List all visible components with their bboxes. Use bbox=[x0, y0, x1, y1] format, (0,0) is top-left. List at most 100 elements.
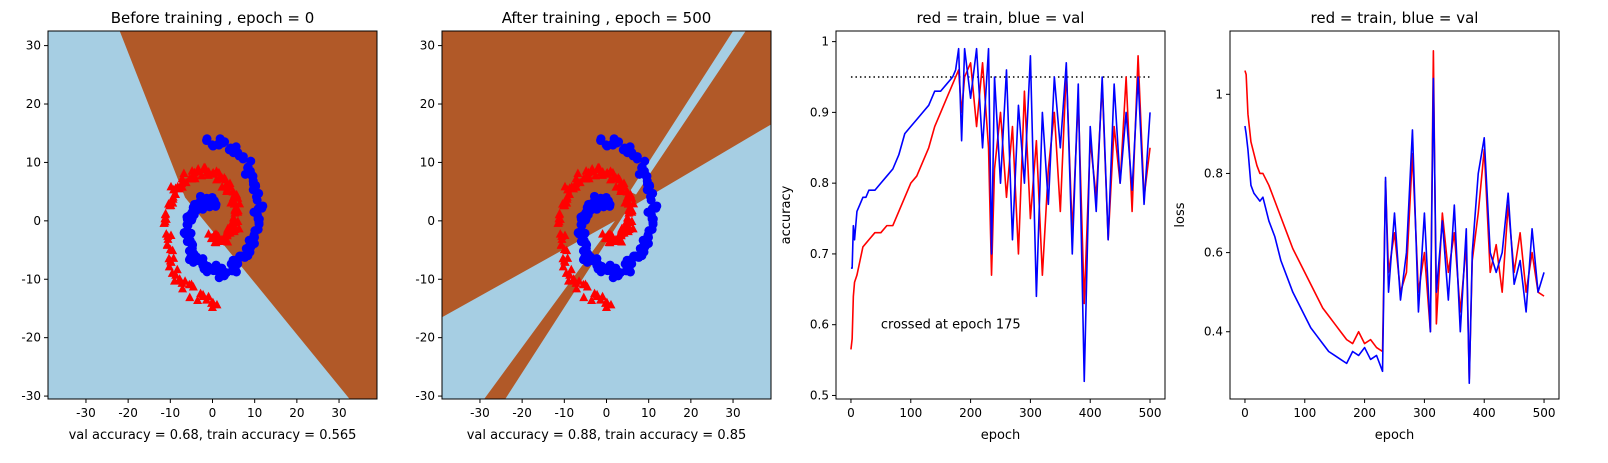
data-point-train bbox=[555, 208, 565, 218]
y-tick-label: -20 bbox=[415, 331, 435, 345]
chart-title: red = train, blue = val bbox=[917, 9, 1085, 27]
x-axis-label: val accuracy = 0.88, train accuracy = 0.… bbox=[467, 428, 747, 443]
data-point-train bbox=[177, 173, 187, 183]
data-point-train bbox=[165, 256, 175, 265]
data-point-train bbox=[166, 181, 176, 191]
x-axis-label: val accuracy = 0.68, train accuracy = 0.… bbox=[69, 428, 357, 443]
data-point-val bbox=[579, 229, 589, 239]
data-point-train bbox=[221, 180, 231, 189]
chart-1: -30 -20 -10 0 10 20 30 -30 -20 -10 0 10 20 30 Before t… bbox=[21, 9, 378, 443]
y-tick-label: -20 bbox=[21, 331, 41, 345]
y-tick-label: 20 bbox=[420, 97, 435, 111]
y-tick-label: 20 bbox=[26, 97, 41, 111]
data-point-train bbox=[565, 270, 575, 279]
data-point-train bbox=[185, 173, 195, 182]
data-point-train bbox=[231, 205, 241, 214]
x-tick-label: 10 bbox=[641, 406, 656, 420]
data-point-train bbox=[608, 174, 618, 183]
data-point-train bbox=[574, 276, 584, 285]
x-tick-label: -30 bbox=[76, 406, 96, 420]
data-point-train bbox=[601, 302, 611, 312]
data-point-val bbox=[582, 240, 592, 250]
y-tick-label: 0.8 bbox=[810, 176, 829, 190]
x-tick-label: 300 bbox=[1019, 406, 1042, 420]
chart-title: red = train, blue = val bbox=[1311, 9, 1479, 27]
data-point-val bbox=[182, 220, 192, 230]
x-tick-label: 100 bbox=[899, 406, 922, 420]
series-line-val bbox=[850, 47, 1151, 383]
decision-region-blue bbox=[442, 220, 615, 399]
y-tick-label: 0 bbox=[33, 214, 41, 228]
y-tick-label: 0.4 bbox=[1204, 325, 1223, 339]
data-point-val bbox=[233, 259, 243, 269]
chart-title: Before training , epoch = 0 bbox=[111, 9, 315, 27]
chart-title: After training , epoch = 500 bbox=[502, 9, 712, 27]
chart-3: crossed at epoch 175 0 100 200 300 400 500 0.5 0… bbox=[779, 9, 1166, 443]
data-point-train bbox=[562, 194, 572, 203]
axes-frame bbox=[835, 30, 1166, 400]
data-point-train bbox=[625, 205, 635, 214]
y-tick-label: 1 bbox=[821, 35, 829, 49]
data-point-val bbox=[652, 201, 662, 211]
data-point-train bbox=[557, 234, 567, 243]
y-tick-label: 1 bbox=[1215, 87, 1223, 101]
data-point-train bbox=[234, 223, 244, 233]
x-tick-label: 30 bbox=[331, 406, 346, 420]
x-axis-label: epoch bbox=[981, 428, 1021, 443]
data-point-val bbox=[640, 156, 650, 166]
data-point-train bbox=[628, 223, 638, 233]
data-point-train bbox=[572, 283, 582, 293]
plot-area bbox=[836, 31, 1165, 399]
y-tick-label: -10 bbox=[21, 272, 41, 286]
data-point-train bbox=[171, 270, 181, 279]
y-tick-label: 30 bbox=[420, 39, 435, 53]
x-tick-label: -10 bbox=[161, 406, 181, 420]
x-tick-label: 30 bbox=[725, 406, 740, 420]
x-tick-label: 200 bbox=[959, 406, 982, 420]
x-tick-label: 20 bbox=[289, 406, 304, 420]
data-point-train bbox=[620, 198, 630, 207]
data-point-val bbox=[618, 145, 628, 155]
data-point-train bbox=[185, 292, 195, 302]
y-tick-label: 10 bbox=[420, 155, 435, 169]
data-point-train bbox=[622, 192, 632, 202]
data-point-val bbox=[629, 251, 639, 261]
y-tick-label: 0.7 bbox=[810, 247, 829, 261]
data-point-val bbox=[576, 220, 586, 230]
y-tick-label: 10 bbox=[26, 155, 41, 169]
data-point-train bbox=[214, 167, 224, 177]
y-tick-label: 0 bbox=[427, 214, 435, 228]
x-tick-label: 100 bbox=[1293, 406, 1316, 420]
axes-frame bbox=[1229, 30, 1560, 400]
x-tick-label: 400 bbox=[1473, 406, 1496, 420]
chart-4: 0 100 200 300 400 500 0.4 0.6 0.8 1 red = train, b… bbox=[1173, 9, 1560, 443]
data-point-train bbox=[579, 173, 589, 182]
data-point-train bbox=[615, 180, 625, 189]
data-point-val bbox=[243, 251, 253, 261]
data-point-train bbox=[579, 292, 589, 302]
decision-region-brown bbox=[119, 31, 377, 399]
data-point-train bbox=[204, 291, 214, 301]
x-tick-label: -10 bbox=[555, 406, 575, 420]
y-tick-label: 30 bbox=[26, 39, 41, 53]
data-point-train bbox=[228, 186, 238, 196]
data-point-train bbox=[559, 200, 569, 210]
data-point-train bbox=[164, 261, 174, 271]
x-tick-label: -30 bbox=[470, 406, 490, 420]
y-tick-label: 0.9 bbox=[810, 105, 829, 119]
data-point-train bbox=[180, 276, 190, 285]
data-point-val bbox=[248, 179, 258, 189]
data-point-train bbox=[598, 291, 608, 301]
x-tick-label: 200 bbox=[1353, 406, 1376, 420]
data-point-train bbox=[606, 299, 616, 309]
data-point-train bbox=[163, 234, 173, 243]
x-tick-label: 0 bbox=[1241, 406, 1249, 420]
data-point-val bbox=[224, 145, 234, 155]
data-point-val bbox=[246, 156, 256, 166]
data-point-train bbox=[608, 234, 618, 243]
y-tick-label: 0.6 bbox=[810, 318, 829, 332]
data-point-train bbox=[161, 208, 171, 218]
data-point-train bbox=[229, 225, 239, 234]
data-point-train bbox=[168, 194, 178, 203]
